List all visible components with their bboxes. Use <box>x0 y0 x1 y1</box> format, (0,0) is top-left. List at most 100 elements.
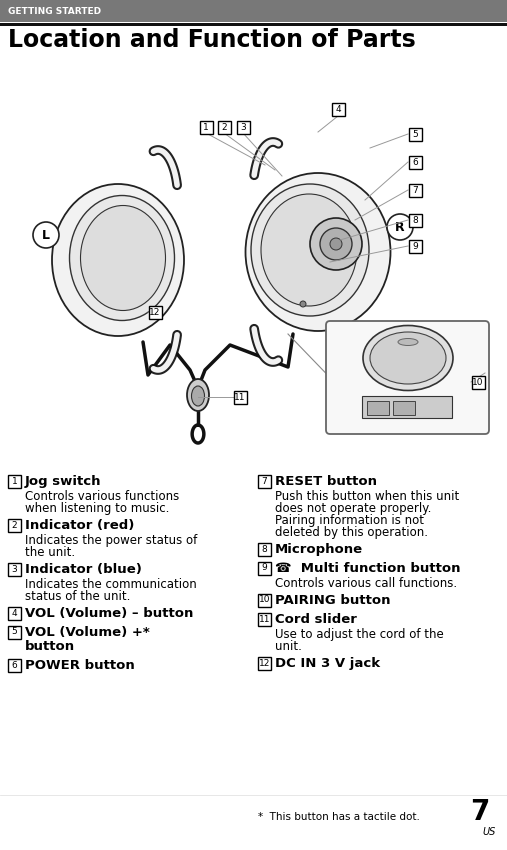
Text: 2: 2 <box>12 520 17 530</box>
Bar <box>8 659 21 672</box>
Text: 10: 10 <box>259 596 270 604</box>
Circle shape <box>33 222 59 248</box>
Text: 3: 3 <box>12 564 17 574</box>
Bar <box>8 563 21 575</box>
Bar <box>367 401 389 415</box>
Bar <box>258 542 271 556</box>
Text: 11: 11 <box>234 393 246 401</box>
Bar <box>258 474 271 488</box>
Ellipse shape <box>52 184 184 336</box>
Text: DC IN 3 V jack: DC IN 3 V jack <box>275 657 380 670</box>
Bar <box>409 213 421 226</box>
Circle shape <box>320 228 352 260</box>
Bar <box>236 121 249 133</box>
Bar <box>409 128 421 140</box>
Bar <box>0 23 507 26</box>
Bar <box>199 121 212 133</box>
Text: 9: 9 <box>412 241 418 251</box>
Bar <box>362 396 452 418</box>
Bar <box>0 0 507 22</box>
Polygon shape <box>192 425 204 443</box>
Text: US: US <box>483 827 496 837</box>
Text: VOL (Volume) +*: VOL (Volume) +* <box>25 626 150 639</box>
Text: 3: 3 <box>240 122 246 132</box>
Text: Cord slider: Cord slider <box>275 613 357 626</box>
Ellipse shape <box>370 332 446 384</box>
Text: deleted by this operation.: deleted by this operation. <box>275 526 428 539</box>
Bar <box>393 401 415 415</box>
Text: 7: 7 <box>470 798 490 826</box>
Bar <box>8 626 21 638</box>
Text: Indicator (red): Indicator (red) <box>25 519 134 532</box>
Circle shape <box>300 301 306 307</box>
Text: 4: 4 <box>12 609 17 617</box>
Bar <box>234 390 246 404</box>
Text: 4: 4 <box>335 105 341 114</box>
Text: Controls various functions: Controls various functions <box>25 490 179 503</box>
Text: the unit.: the unit. <box>25 546 75 559</box>
Text: RESET button: RESET button <box>275 475 377 488</box>
Text: VOL (Volume) – button: VOL (Volume) – button <box>25 607 193 620</box>
Bar <box>409 240 421 252</box>
Text: 1: 1 <box>12 477 17 485</box>
Text: when listening to music.: when listening to music. <box>25 502 169 515</box>
Bar <box>218 121 231 133</box>
Text: does not operate properly.: does not operate properly. <box>275 502 431 515</box>
Text: 1: 1 <box>203 122 209 132</box>
Text: 7: 7 <box>412 185 418 195</box>
Ellipse shape <box>187 379 209 411</box>
Bar <box>149 305 162 319</box>
Text: 5: 5 <box>412 129 418 139</box>
Text: 11: 11 <box>259 615 270 624</box>
Ellipse shape <box>261 194 357 306</box>
Ellipse shape <box>69 196 174 320</box>
Bar <box>258 656 271 670</box>
FancyBboxPatch shape <box>326 321 489 434</box>
Circle shape <box>387 214 413 240</box>
Text: 2: 2 <box>221 122 227 132</box>
Text: Microphone: Microphone <box>275 543 363 556</box>
Ellipse shape <box>363 326 453 390</box>
Text: Indicates the power status of: Indicates the power status of <box>25 534 197 547</box>
Bar <box>258 593 271 607</box>
Text: 6: 6 <box>12 660 17 670</box>
Circle shape <box>310 218 362 270</box>
Text: 12: 12 <box>150 308 161 316</box>
Text: 8: 8 <box>262 545 267 553</box>
Bar <box>409 156 421 168</box>
Text: Location and Function of Parts: Location and Function of Parts <box>8 28 416 52</box>
Bar <box>8 474 21 488</box>
Ellipse shape <box>81 206 165 310</box>
Text: 10: 10 <box>472 377 484 387</box>
Ellipse shape <box>192 386 204 406</box>
Text: Use to adjust the cord of the: Use to adjust the cord of the <box>275 628 444 641</box>
Text: Indicates the communication: Indicates the communication <box>25 578 197 591</box>
Text: *  This button has a tactile dot.: * This button has a tactile dot. <box>258 812 420 822</box>
Bar <box>258 562 271 575</box>
Ellipse shape <box>245 173 390 331</box>
Ellipse shape <box>398 338 418 345</box>
Text: 7: 7 <box>262 477 267 485</box>
Text: ☎  Multi function button: ☎ Multi function button <box>275 562 460 575</box>
Text: status of the unit.: status of the unit. <box>25 590 130 603</box>
Text: 6: 6 <box>412 157 418 167</box>
Text: 12: 12 <box>259 659 270 667</box>
Bar <box>258 613 271 626</box>
Text: Indicator (blue): Indicator (blue) <box>25 563 142 576</box>
Bar <box>472 376 485 388</box>
Text: L: L <box>42 229 50 241</box>
Text: PAIRING button: PAIRING button <box>275 594 390 607</box>
Text: Controls various call functions.: Controls various call functions. <box>275 577 457 590</box>
Circle shape <box>330 238 342 250</box>
Text: button: button <box>25 640 75 653</box>
Bar <box>409 184 421 196</box>
Text: R: R <box>395 220 405 234</box>
Bar <box>8 607 21 620</box>
Text: Pairing information is not: Pairing information is not <box>275 514 424 527</box>
Ellipse shape <box>251 184 369 316</box>
Bar <box>8 518 21 531</box>
Text: Jog switch: Jog switch <box>25 475 101 488</box>
Text: Push this button when this unit: Push this button when this unit <box>275 490 459 503</box>
Text: 5: 5 <box>12 627 17 637</box>
Text: 9: 9 <box>262 564 267 573</box>
